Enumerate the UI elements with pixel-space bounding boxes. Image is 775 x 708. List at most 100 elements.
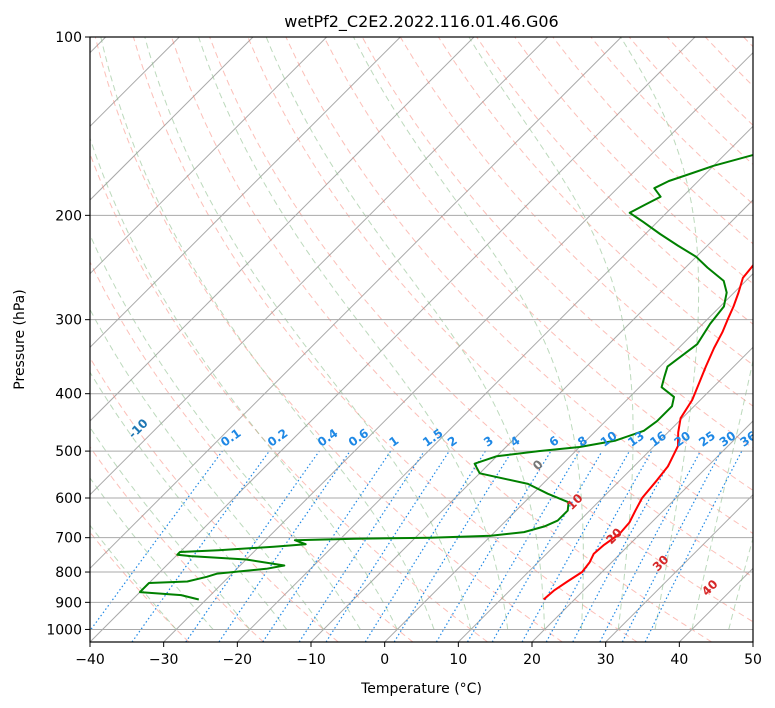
dry-adiabat-line bbox=[743, 37, 753, 48]
moist-adiabat-line bbox=[468, 37, 634, 630]
isotherm-line bbox=[605, 493, 753, 642]
mixing-ratio-line bbox=[521, 450, 631, 642]
moist-adiabat-line bbox=[766, 37, 775, 629]
y-tick-label: 400 bbox=[55, 387, 82, 403]
moist-adiabat-label: 40 bbox=[699, 577, 721, 599]
x-tick-label: −10 bbox=[296, 652, 326, 668]
mixing-ratio-line bbox=[364, 450, 486, 642]
moist-adiabat-line bbox=[90, 371, 288, 630]
moist-adiabat-line bbox=[265, 37, 546, 630]
isotherms bbox=[90, 37, 753, 642]
mixing-ratio-line bbox=[644, 450, 743, 642]
mixing-ratio-label: 3 bbox=[481, 433, 496, 449]
dry-adiabat-line bbox=[285, 37, 753, 535]
mixing-ratio-line bbox=[298, 450, 425, 642]
x-tick-label: 40 bbox=[670, 652, 688, 668]
dry-adiabat-line bbox=[90, 531, 190, 642]
isotherm-line bbox=[90, 37, 254, 201]
x-tick-label: −30 bbox=[149, 652, 179, 668]
mixing-ratio-line bbox=[393, 450, 513, 642]
mixing-ratio-label: 10 bbox=[598, 429, 620, 450]
dry-adiabat-line bbox=[323, 37, 753, 491]
isotherm-line bbox=[236, 125, 753, 642]
mixing-ratio-label: 6 bbox=[547, 433, 562, 449]
moist-adiabat-line bbox=[728, 536, 753, 630]
moist-adiabat-line bbox=[353, 37, 584, 630]
mixing-ratio-line bbox=[218, 450, 351, 642]
moist-adiabat-line bbox=[90, 426, 251, 630]
isobars bbox=[90, 37, 753, 630]
temperature-profile-line bbox=[542, 263, 753, 601]
isotherm-line bbox=[90, 37, 401, 349]
dry-adiabat-line bbox=[514, 37, 753, 285]
dry-adiabat-line bbox=[247, 37, 753, 578]
dry-adiabat-line bbox=[171, 37, 712, 642]
x-tick-label: −40 bbox=[75, 652, 105, 668]
dry-adiabat-line bbox=[590, 37, 753, 205]
profiles bbox=[138, 153, 753, 601]
moist-adiabat-label: 0 bbox=[530, 457, 546, 473]
isotherm-line bbox=[163, 51, 753, 642]
x-tick-label: 0 bbox=[380, 652, 389, 668]
mixing-ratio-label: 16 bbox=[647, 429, 669, 450]
moist-adiabat-line bbox=[90, 477, 214, 630]
dry-adiabat-line bbox=[666, 37, 753, 126]
mixing-ratio-label: 1.5 bbox=[420, 426, 445, 450]
y-tick-label: 100 bbox=[55, 30, 82, 46]
mixing-ratio-line bbox=[131, 450, 270, 642]
dry-adiabat-line bbox=[90, 260, 414, 642]
y-tick-label: 700 bbox=[55, 531, 82, 547]
y-tick-label: 500 bbox=[55, 444, 82, 460]
moist-adiabats bbox=[90, 37, 775, 630]
isotherm-line bbox=[90, 37, 475, 422]
moist-adiabat-line bbox=[144, 37, 472, 630]
moist-adiabat-line bbox=[90, 136, 398, 630]
isotherm-line bbox=[90, 37, 696, 642]
dry-adiabat-line bbox=[552, 37, 753, 245]
y-axis-label: Pressure (hPa) bbox=[12, 289, 28, 389]
moist-adiabat-line bbox=[100, 37, 435, 630]
x-tick-label: 30 bbox=[597, 652, 615, 668]
mixing-ratio-line bbox=[185, 450, 320, 642]
mixing-ratio-label: 36 bbox=[737, 429, 759, 450]
y-tick-label: 800 bbox=[55, 565, 82, 581]
line-labels: 0.10.20.40.611.52346810131620253036-100-… bbox=[126, 416, 759, 599]
dry-adiabat-line bbox=[437, 37, 753, 366]
mixing-ratio-line bbox=[262, 450, 392, 642]
y-tick-label: 200 bbox=[55, 208, 82, 224]
mixing-ratio-label: 4 bbox=[508, 433, 523, 449]
dry-adiabat-line bbox=[90, 446, 264, 642]
isotherm-line bbox=[457, 346, 753, 642]
plot-area: 0.10.20.40.611.52346810131620253036-100-… bbox=[90, 37, 775, 642]
x-tick-label: 10 bbox=[449, 652, 467, 668]
mixing-ratio-lines bbox=[90, 450, 743, 642]
moist-adiabat-line bbox=[90, 308, 324, 630]
isotherm-line bbox=[752, 641, 753, 642]
mixing-ratio-label: 0.1 bbox=[218, 426, 243, 450]
isotherm-line bbox=[90, 37, 622, 570]
mixing-ratio-line bbox=[599, 450, 702, 642]
moist-adiabat-line bbox=[90, 524, 177, 630]
dry-adiabat-line bbox=[209, 37, 753, 623]
moist-adiabat-line bbox=[198, 37, 509, 630]
plot-frame bbox=[89, 36, 754, 643]
dry-adiabat-line bbox=[704, 37, 753, 87]
y-tick-label: 600 bbox=[55, 491, 82, 507]
mixing-ratio-line bbox=[572, 450, 677, 642]
moist-adiabat-line bbox=[691, 358, 753, 630]
moist-adiabat-line bbox=[90, 233, 361, 630]
x-axis-label: Temperature (°C) bbox=[360, 681, 482, 697]
moist-adiabat-line bbox=[620, 37, 700, 630]
isotherm-line bbox=[90, 37, 549, 496]
mixing-ratio-label: 0.6 bbox=[346, 426, 371, 450]
x-axis: −40 −30 −20 −10 0 10 20 30 40 50 bbox=[75, 642, 762, 668]
x-tick-label: −20 bbox=[223, 652, 253, 668]
x-tick-label: 50 bbox=[744, 652, 762, 668]
mixing-ratio-label: 25 bbox=[696, 429, 718, 450]
mixing-ratio-line bbox=[435, 450, 552, 642]
isotherm-line bbox=[90, 37, 328, 275]
mixing-ratio-label: 30 bbox=[717, 429, 739, 450]
mixing-ratio-label: 1 bbox=[386, 433, 401, 449]
y-tick-label: 900 bbox=[55, 595, 82, 611]
